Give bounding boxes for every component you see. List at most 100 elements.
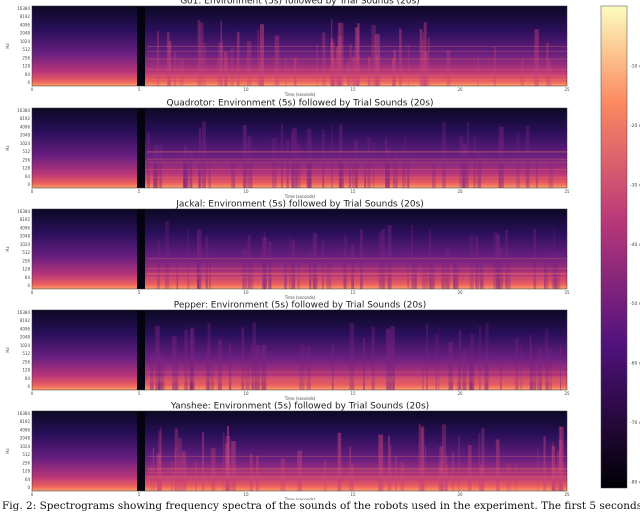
texture (469, 234, 474, 289)
y-tick-label: 128 (22, 267, 30, 272)
texture (147, 78, 567, 80)
texture (372, 143, 375, 188)
texture (165, 221, 170, 289)
texture (322, 239, 324, 289)
colorbar-label: -60 dB (630, 361, 640, 367)
texture (423, 22, 427, 86)
texture (168, 41, 172, 86)
texture (241, 327, 245, 390)
y-tick-label: 16384 (17, 209, 30, 214)
texture (268, 241, 272, 289)
x-tick-label: 20 (457, 87, 463, 92)
x-tick-label: 25 (564, 87, 570, 92)
texture (261, 344, 267, 390)
texture (184, 329, 188, 390)
texture (498, 247, 504, 289)
y-tick-label: 16384 (17, 6, 30, 11)
y-tick-label: 2048 (20, 234, 31, 239)
frame (31, 410, 568, 492)
texture (421, 255, 427, 289)
texture (226, 425, 230, 491)
texture (467, 445, 472, 491)
texture (149, 353, 154, 390)
texture (160, 426, 163, 491)
texture (520, 344, 523, 390)
x-axis-label: Time (seconds) (284, 497, 316, 500)
texture (445, 249, 450, 289)
texture (178, 437, 183, 491)
texture (222, 432, 225, 491)
texture (559, 426, 564, 491)
texture (257, 29, 260, 86)
texture (374, 34, 380, 86)
texture (388, 435, 390, 491)
texture (462, 350, 467, 390)
texture (210, 365, 215, 390)
texture (205, 350, 210, 390)
texture (343, 248, 346, 289)
x-tick-label: 20 (457, 391, 463, 396)
texture (428, 229, 431, 289)
spectrogram-panel: Quadrotor: Environment (5s) followed by … (5, 99, 570, 200)
x-tick-label: 5 (138, 492, 141, 497)
texture (378, 47, 380, 86)
texture (546, 42, 549, 86)
texture (208, 159, 211, 188)
y-tick-label: 0 (27, 283, 30, 288)
texture (346, 61, 350, 86)
texture (147, 268, 567, 270)
texture (457, 359, 460, 390)
y-tick-label: 128 (22, 368, 30, 373)
texture (407, 245, 410, 289)
texture (364, 163, 367, 188)
y-tick-label: 512 (22, 250, 30, 255)
texture (419, 28, 423, 86)
texture (245, 362, 250, 390)
texture (393, 49, 397, 86)
texture (152, 154, 155, 188)
texture (551, 441, 554, 491)
texture (289, 234, 291, 289)
texture (271, 137, 277, 188)
colorbar-label: -10 dB (630, 64, 640, 70)
texture (529, 343, 533, 390)
texture (378, 434, 384, 491)
y-tick-label: 0 (27, 182, 30, 187)
y-tick-label: 16384 (17, 411, 30, 416)
texture (166, 32, 170, 86)
texture (367, 56, 371, 86)
caption: Fig. 2: Spectrograms showing frequency s… (2, 500, 640, 512)
texture (423, 51, 428, 86)
texture (543, 436, 546, 491)
y-tick-label: 64 (25, 275, 31, 280)
texture (306, 345, 311, 390)
texture (355, 27, 359, 86)
colorbar (600, 5, 628, 489)
texture (429, 256, 435, 289)
texture (157, 30, 159, 86)
texture (426, 256, 428, 289)
texture (158, 359, 163, 390)
frame (31, 309, 568, 391)
texture (441, 260, 445, 289)
y-axis-label: Hz (5, 145, 10, 150)
y-tick-label: 4096 (20, 326, 31, 331)
texture (199, 22, 204, 86)
colorbar-label: -80 dB (630, 480, 640, 486)
texture (147, 151, 567, 153)
y-tick-label: 16384 (17, 310, 30, 315)
y-tick-label: 64 (25, 72, 31, 77)
frame (31, 5, 568, 87)
texture (330, 38, 334, 86)
texture (331, 19, 333, 86)
frame (31, 208, 568, 290)
texture (498, 158, 500, 188)
texture (337, 22, 341, 86)
panel-title: Pepper: Environment (5s) followed by Tri… (174, 301, 427, 311)
texture (383, 228, 386, 289)
texture (322, 32, 326, 86)
texture (422, 365, 424, 390)
colorbar-label: -70 dB (630, 420, 640, 426)
texture (294, 58, 297, 86)
